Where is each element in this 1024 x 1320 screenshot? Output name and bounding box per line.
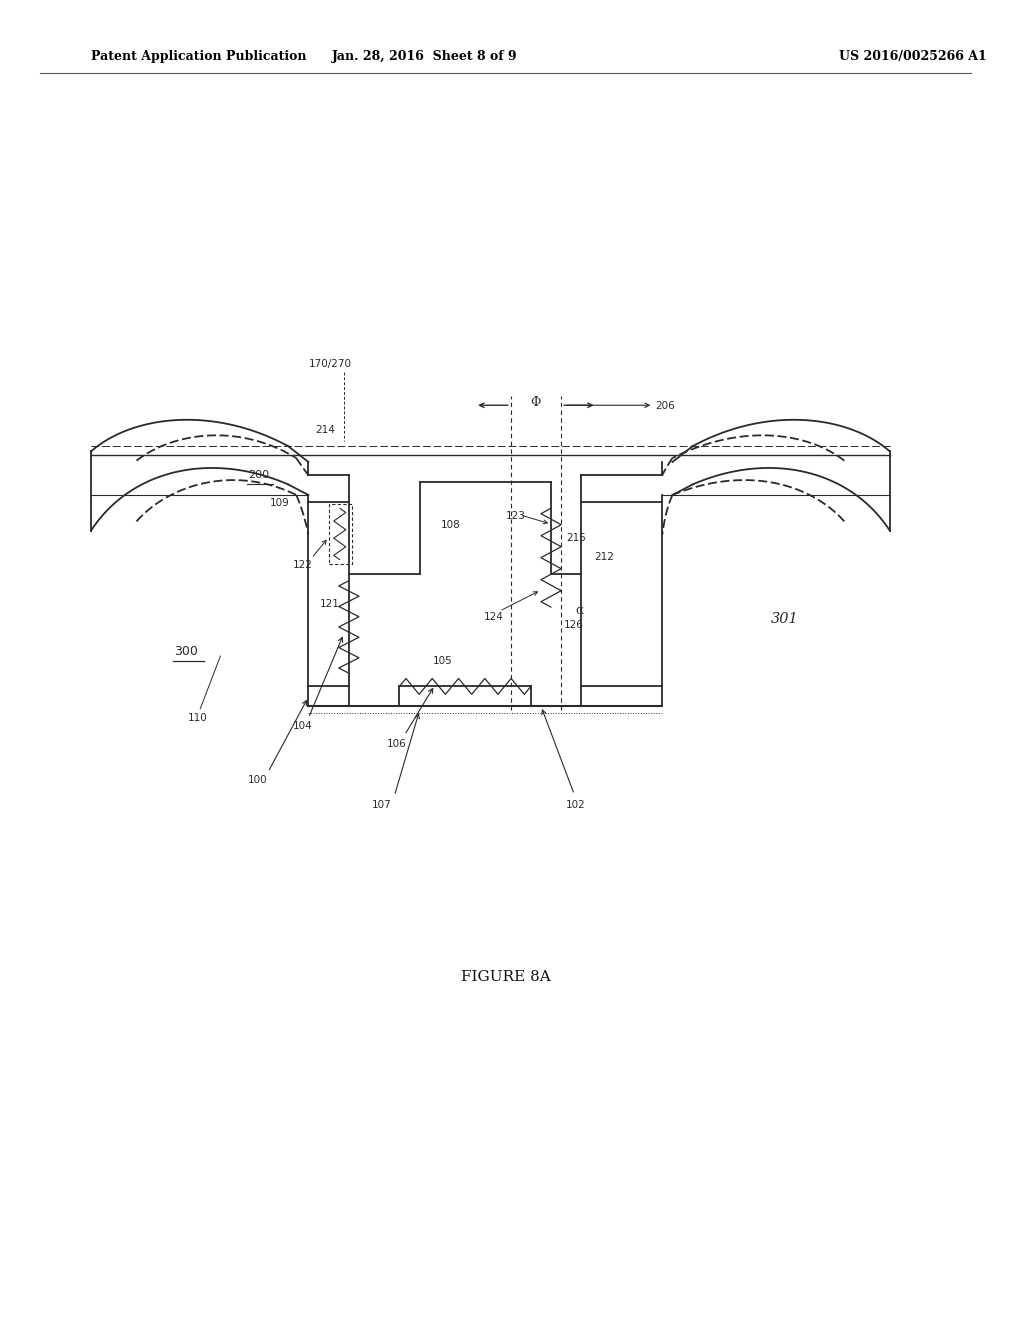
Text: 123: 123 xyxy=(506,511,525,521)
Text: 122: 122 xyxy=(293,560,313,570)
Text: US 2016/0025266 A1: US 2016/0025266 A1 xyxy=(840,50,987,63)
Text: FIGURE 8A: FIGURE 8A xyxy=(461,970,551,983)
Text: α: α xyxy=(575,603,584,616)
Text: 214: 214 xyxy=(315,425,335,436)
Text: 200: 200 xyxy=(248,470,269,480)
Text: Φ: Φ xyxy=(530,396,541,409)
Text: 170/270: 170/270 xyxy=(308,359,351,370)
Text: 300: 300 xyxy=(174,644,198,657)
Text: 108: 108 xyxy=(441,520,461,531)
Text: 215: 215 xyxy=(566,533,586,544)
Text: 212: 212 xyxy=(595,552,614,562)
Text: 104: 104 xyxy=(293,721,313,731)
Text: 121: 121 xyxy=(319,599,339,610)
Text: 100: 100 xyxy=(248,775,267,785)
Text: 106: 106 xyxy=(387,739,407,750)
Text: 126: 126 xyxy=(564,620,584,631)
Text: 206: 206 xyxy=(655,401,675,412)
Text: 110: 110 xyxy=(188,713,208,723)
Text: Patent Application Publication: Patent Application Publication xyxy=(91,50,306,63)
Text: 124: 124 xyxy=(483,612,503,623)
Text: Jan. 28, 2016  Sheet 8 of 9: Jan. 28, 2016 Sheet 8 of 9 xyxy=(332,50,517,63)
Text: 107: 107 xyxy=(372,800,392,810)
Text: 102: 102 xyxy=(566,800,586,810)
Text: 109: 109 xyxy=(270,498,290,508)
Text: 301: 301 xyxy=(770,612,799,626)
Text: 105: 105 xyxy=(433,656,453,667)
